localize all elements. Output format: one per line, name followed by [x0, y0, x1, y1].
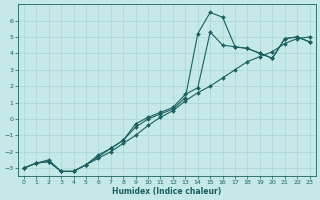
X-axis label: Humidex (Indice chaleur): Humidex (Indice chaleur)	[112, 187, 221, 196]
